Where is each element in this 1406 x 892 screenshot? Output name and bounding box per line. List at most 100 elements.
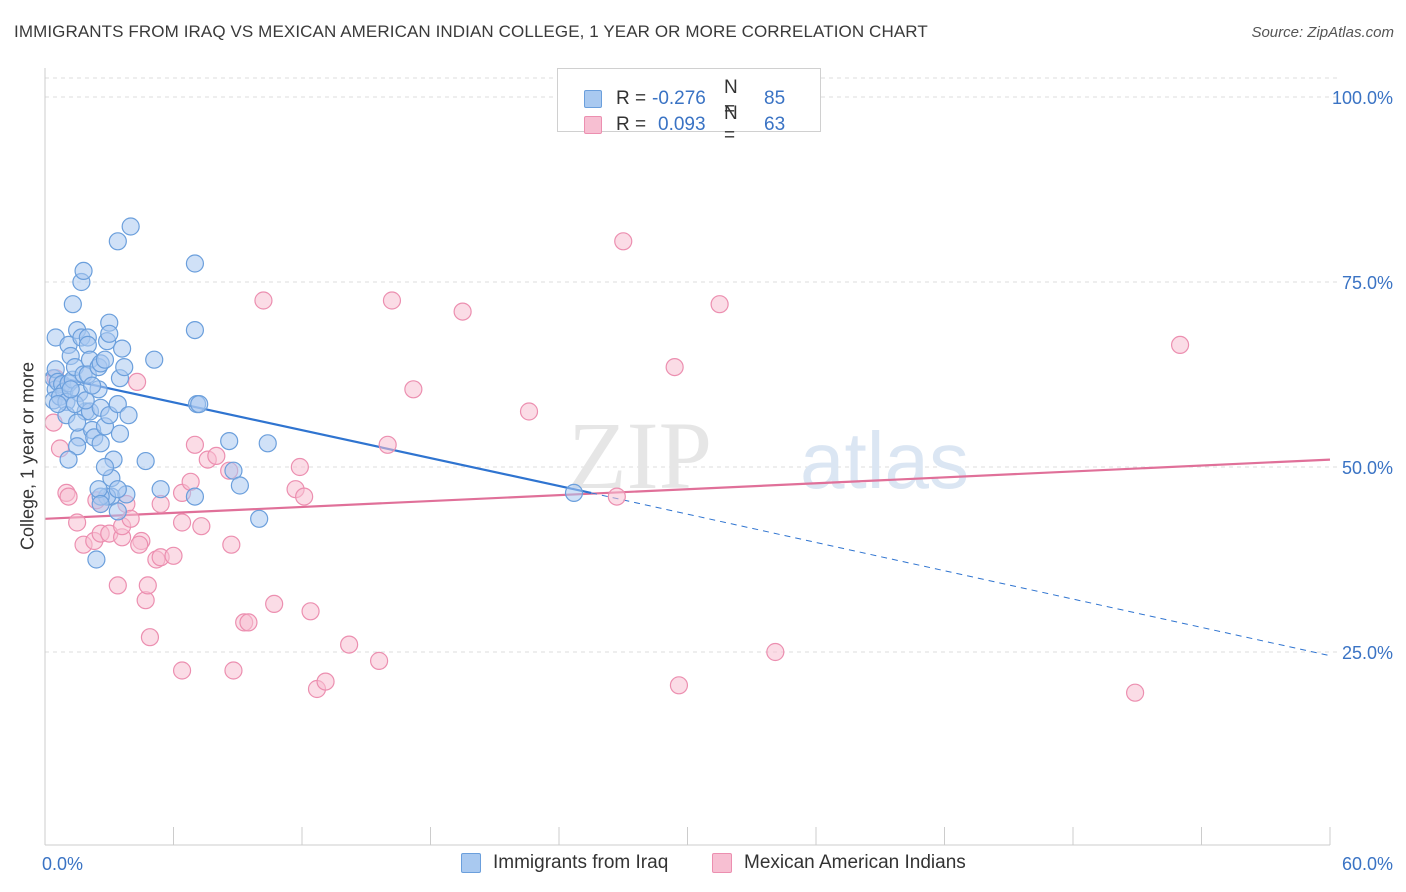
point-mexican-american-indians [265, 594, 284, 614]
point-immigrants-from-iraq [121, 217, 140, 236]
legend-row-mexican: R = 0.093 N = 63 [584, 103, 836, 147]
point-mexican-american-indians [607, 487, 626, 506]
legend-r-label: R = [616, 88, 647, 109]
point-immigrants-from-iraq [91, 494, 110, 514]
legend-r-value: -0.276 [652, 88, 706, 109]
point-mexican-american-indians [378, 435, 397, 454]
y-tick-label: 100.0% [1332, 88, 1393, 108]
y-tick-label: 25.0% [1342, 643, 1393, 663]
trend-line-iraq [44, 373, 592, 494]
bottom-legend-mexican: Mexican American Indians [712, 852, 966, 874]
legend-r-value: 0.093 [658, 114, 706, 135]
point-immigrants-from-iraq [59, 450, 78, 469]
point-immigrants-from-iraq [108, 232, 127, 251]
legend-n-value: 63 [764, 114, 786, 135]
point-mexican-american-indians [340, 635, 359, 654]
legend-swatch-pink [584, 116, 602, 134]
bottom-legend-swatch-pink [712, 853, 732, 873]
point-mexican-american-indians [172, 513, 192, 532]
chart-title: IMMIGRANTS FROM IRAQ VS MEXICAN AMERICAN… [14, 22, 928, 41]
legend-n-value: 85 [764, 88, 786, 109]
point-immigrants-from-iraq [564, 483, 584, 502]
point-mexican-american-indians [140, 628, 160, 647]
point-immigrants-from-iraq [250, 509, 269, 528]
point-immigrants-from-iraq [95, 350, 115, 369]
point-mexican-american-indians [254, 291, 273, 310]
point-mexican-american-indians [130, 535, 149, 554]
point-mexican-american-indians [192, 517, 211, 536]
point-immigrants-from-iraq [108, 502, 127, 521]
point-immigrants-from-iraq [185, 254, 205, 273]
point-immigrants-from-iraq [61, 380, 80, 399]
point-mexican-american-indians [59, 487, 78, 506]
point-immigrants-from-iraq [151, 480, 170, 499]
stats-legend: R = -0.276 N = 85 R = 0.093 N = 63 [557, 68, 821, 146]
point-mexican-american-indians [108, 576, 127, 595]
point-mexican-american-indians [301, 602, 320, 621]
point-mexican-american-indians [665, 358, 684, 377]
point-mexican-american-indians [382, 291, 402, 310]
point-mexican-american-indians [68, 513, 87, 532]
point-mexican-american-indians [710, 295, 729, 314]
point-immigrants-from-iraq [108, 395, 127, 414]
point-immigrants-from-iraq [83, 376, 102, 395]
axis-layer: 100.0% 75.0% 50.0% 25.0% 0.0% 60.0% [42, 68, 1393, 874]
point-immigrants-from-iraq [95, 457, 115, 477]
point-mexican-american-indians [127, 372, 147, 391]
point-immigrants-from-iraq [110, 424, 130, 443]
point-immigrants-from-iraq [119, 406, 138, 425]
point-mexican-american-indians [1126, 683, 1145, 702]
point-immigrants-from-iraq [89, 480, 108, 499]
point-mexican-american-indians [295, 487, 314, 506]
point-immigrants-from-iraq [100, 324, 119, 343]
point-immigrants-from-iraq [185, 487, 205, 506]
point-immigrants-from-iraq [112, 339, 132, 358]
trend-layer [44, 373, 1331, 657]
legend-r-label: R = [616, 114, 647, 135]
source-label: Source: ZipAtlas.com [1251, 24, 1394, 41]
bottom-legend-iraq: Immigrants from Iraq [461, 852, 668, 874]
point-immigrants-from-iraq [220, 432, 239, 451]
point-mexican-american-indians [222, 535, 241, 554]
point-mexican-american-indians [136, 591, 155, 610]
point-immigrants-from-iraq [136, 451, 155, 471]
point-mexican-american-indians [669, 676, 689, 695]
point-mexican-american-indians [316, 672, 335, 691]
point-immigrants-from-iraq [74, 261, 93, 280]
legend-n-label: N = [724, 103, 738, 146]
watermark-atlas: atlas [800, 416, 969, 505]
trend-line-iraq-dashed [591, 492, 1331, 657]
point-mexican-american-indians [138, 576, 157, 595]
legend-row-iraq: R = -0.276 N = 85 [584, 77, 836, 121]
x-tick-label-max: 60.0% [1342, 854, 1393, 874]
y-axis-label: College, 1 year or more [17, 361, 38, 551]
point-mexican-american-indians [404, 380, 423, 399]
point-mexican-american-indians [766, 642, 785, 662]
point-mexican-american-indians [224, 661, 243, 680]
trend-line-mexican [44, 458, 1331, 520]
y-tick-label: 50.0% [1342, 458, 1393, 478]
point-immigrants-from-iraq [185, 321, 205, 340]
point-immigrants-from-iraq [91, 434, 110, 453]
bottom-legend-swatch-blue [461, 853, 481, 873]
legend-swatch-blue [584, 90, 602, 108]
point-mexican-american-indians [519, 402, 539, 421]
bottom-legend-label: Immigrants from Iraq [493, 852, 669, 873]
point-immigrants-from-iraq [63, 295, 82, 314]
point-immigrants-from-iraq [190, 395, 209, 414]
point-mexican-american-indians [185, 435, 205, 454]
y-tick-label: 75.0% [1342, 273, 1393, 293]
point-mexican-american-indians [172, 661, 192, 680]
bottom-legend-label: Mexican American Indians [744, 852, 966, 873]
point-mexican-american-indians [164, 546, 183, 565]
point-immigrants-from-iraq [230, 476, 249, 495]
point-immigrants-from-iraq [68, 437, 87, 456]
point-mexican-american-indians [370, 651, 389, 670]
point-mexican-american-indians [239, 613, 258, 632]
point-mexican-american-indians [1170, 335, 1190, 354]
legend-n-label: N = [724, 77, 738, 120]
point-immigrants-from-iraq [258, 434, 277, 453]
point-immigrants-from-iraq [115, 358, 134, 377]
point-immigrants-from-iraq [108, 480, 127, 499]
point-immigrants-from-iraq [68, 413, 87, 432]
